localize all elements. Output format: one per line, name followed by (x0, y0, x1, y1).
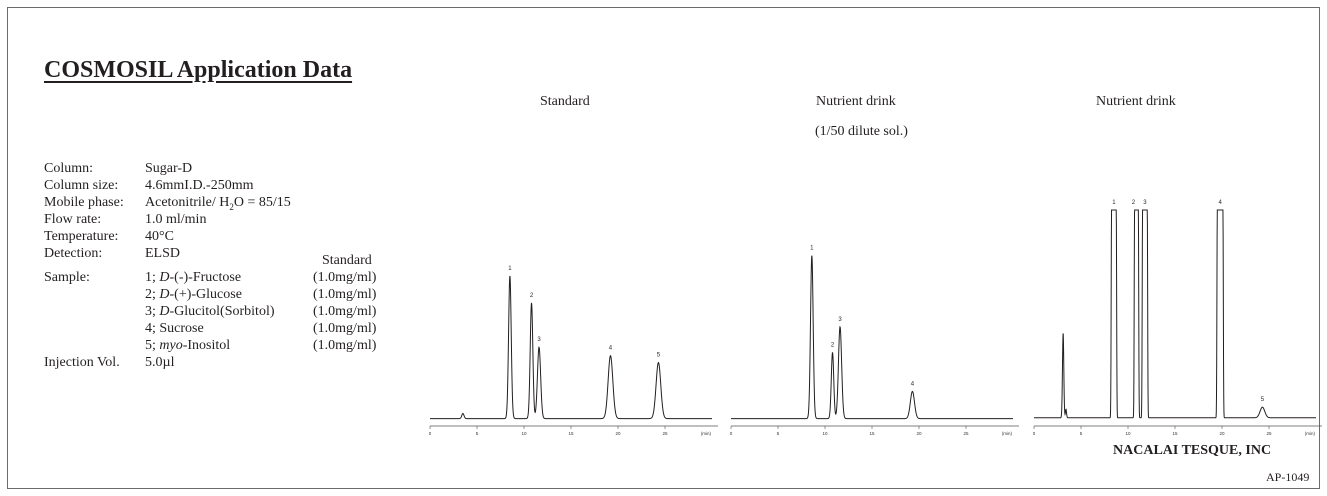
x-tick-label: 10 (1125, 431, 1131, 436)
mobile-phase-post: O = 85/15 (233, 195, 291, 210)
x-tick-label: 10 (521, 431, 527, 436)
x-tick-label: 15 (568, 431, 574, 436)
x-tick-label: 25 (1266, 431, 1272, 436)
peak-label: 4 (609, 346, 613, 352)
chart-title: Nutrient drink (816, 94, 896, 109)
injection-value: 5.0µl (145, 355, 175, 370)
peak-label: 3 (838, 317, 842, 323)
sample-item-name: 1; D-(-)-Fructose (145, 269, 241, 287)
chart-subtitle: (1/50 dilute sol.) (815, 124, 908, 139)
x-unit-label: (min) (1305, 431, 1316, 436)
sample-prefix: D (159, 304, 170, 319)
sample-num: 1; (145, 270, 160, 285)
x-tick-label: 15 (869, 431, 875, 436)
sample-name: -Glucitol(Sorbitol) (169, 304, 275, 319)
x-unit-label: (min) (701, 431, 712, 436)
peak-label: 4 (1218, 200, 1222, 206)
mobile-phase-pre: Acetonitrile/ H (145, 195, 230, 210)
x-tick-label: 5 (777, 431, 780, 436)
chromatogram-nutrient-drink-diluted: 0 5 10 15 20 25 (min) 1 2 3 4 (730, 245, 1019, 436)
sample-num: 5; (145, 338, 160, 353)
x-tick-label: 20 (615, 431, 621, 436)
x-tick-label: 5 (1080, 431, 1083, 436)
peak-label: 1 (508, 266, 512, 272)
chart-title: Standard (540, 94, 590, 109)
condition-value: 4.6mmI.D.-250mm (145, 178, 254, 193)
injection-label: Injection Vol. (44, 355, 120, 370)
sample-item-conc: (1.0mg/ml) (313, 338, 377, 353)
sample-item-name: 2; D-(+)-Glucose (145, 286, 242, 304)
chromatogram-nutrient-drink: 0 5 10 15 20 25 (min) 1 2 3 4 5 (1033, 200, 1322, 436)
condition-label: Column: (44, 161, 94, 176)
mobile-phase-sub: 2 (229, 201, 234, 212)
condition-value: ELSD (145, 246, 180, 261)
sample-item-name: 4; Sucrose (145, 320, 204, 338)
condition-label: Mobile phase: (44, 195, 124, 210)
x-tick-label: 0 (730, 431, 733, 436)
sample-prefix: myo (159, 338, 183, 353)
sample-prefix: D (159, 270, 170, 285)
sample-item-conc: (1.0mg/ml) (313, 321, 377, 336)
peak-label: 1 (1112, 200, 1116, 206)
condition-value: Sugar-D (145, 161, 193, 176)
x-tick-label: 20 (1219, 431, 1225, 436)
sample-item-conc: (1.0mg/ml) (313, 287, 377, 302)
chromatogram-trace (430, 275, 712, 420)
sample-item-conc: (1.0mg/ml) (313, 270, 377, 285)
peak-label: 1 (810, 245, 814, 251)
condition-value: 40°C (145, 229, 174, 244)
chromatogram-standard: 0 5 10 15 20 25 (min) 1 2 3 4 5 (429, 266, 718, 436)
sample-prefix: D (159, 287, 170, 302)
sample-name: Sucrose (159, 321, 204, 336)
condition-label: Column size: (44, 178, 119, 193)
condition-label: Detection: (44, 246, 103, 261)
x-tick-label: 15 (1172, 431, 1178, 436)
peak-label: 2 (530, 293, 534, 299)
x-tick-label: 25 (662, 431, 668, 436)
mobile-phase-value: Acetonitrile/ H2O = 85/15 (145, 194, 291, 216)
sample-item-conc: (1.0mg/ml) (313, 304, 377, 319)
sample-name: -(-)-Fructose (169, 270, 242, 285)
chromatogram-trace (731, 255, 1013, 420)
x-tick-label: 10 (822, 431, 828, 436)
condition-label: Temperature: (44, 229, 119, 244)
sample-num: 3; (145, 304, 160, 319)
sample-item-name: 3; D-Glucitol(Sorbitol) (145, 303, 275, 321)
sample-column-header: Standard (322, 253, 372, 268)
company-name: NACALAI TESQUE, INC (1113, 443, 1272, 458)
sample-item-name: 5; myo-Inositol (145, 337, 230, 355)
peak-label: 3 (1143, 200, 1147, 206)
page-title: COSMOSIL Application Data (44, 57, 353, 83)
x-tick-label: 0 (1033, 431, 1036, 436)
sample-name: -Inositol (182, 338, 231, 353)
peak-label: 4 (911, 381, 915, 387)
x-unit-label: (min) (1002, 431, 1013, 436)
peak-label: 5 (1261, 397, 1265, 403)
x-tick-label: 5 (476, 431, 479, 436)
x-tick-label: 25 (963, 431, 969, 436)
sample-label: Sample: (44, 270, 90, 285)
peak-label: 3 (537, 337, 541, 343)
x-tick-label: 20 (916, 431, 922, 436)
chromatogram-trace (1034, 209, 1316, 419)
application-data-sheet (7, 7, 1320, 489)
condition-value: 1.0 ml/min (145, 212, 207, 227)
peak-label: 2 (831, 342, 835, 348)
sample-num: 2; (145, 287, 160, 302)
document-code: AP-1049 (1266, 470, 1310, 484)
chart-title: Nutrient drink (1096, 94, 1176, 109)
condition-label: Flow rate: (44, 212, 102, 227)
x-tick-label: 0 (429, 431, 432, 436)
peak-label: 2 (1132, 200, 1136, 206)
peak-label: 5 (657, 353, 661, 359)
sample-name: -(+)-Glucose (169, 287, 242, 302)
sample-num: 4; (145, 321, 160, 336)
